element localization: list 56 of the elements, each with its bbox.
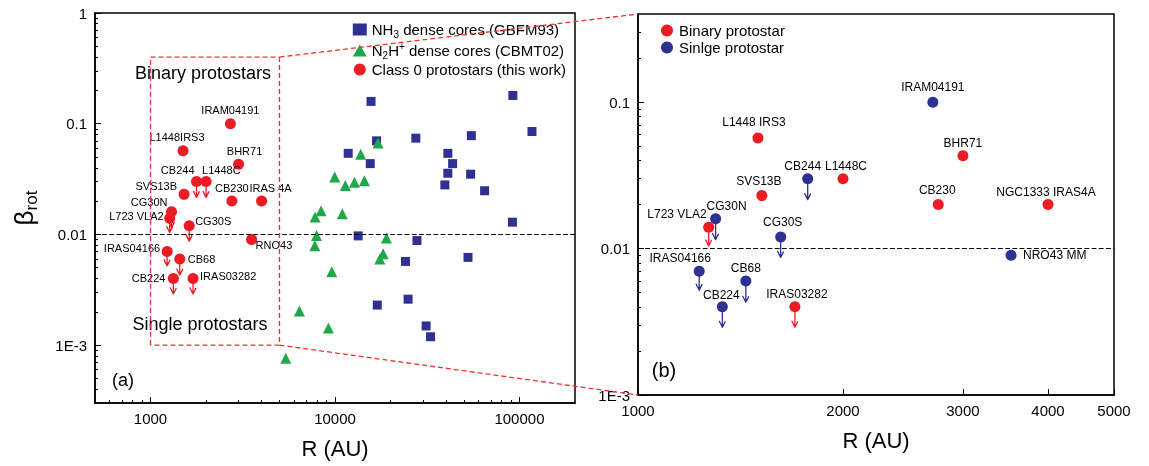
annotation: BHR71 bbox=[226, 145, 263, 158]
legend-label: Class 0 protostars (this work) bbox=[371, 61, 566, 78]
annotation: Binary protostars bbox=[134, 63, 272, 83]
annotation: CB68 bbox=[187, 252, 216, 265]
annotation: L723 VLA2 bbox=[109, 210, 164, 223]
annotation: SVS13B bbox=[135, 180, 178, 193]
annotation: CG30S bbox=[763, 214, 803, 229]
y-tick-label: 0.1 bbox=[609, 93, 630, 111]
annotation: CG30S bbox=[195, 214, 232, 227]
x-tick-label: 3000 bbox=[946, 402, 980, 419]
annotation: CB244 bbox=[784, 158, 822, 173]
annotation: SVS13B bbox=[736, 173, 782, 188]
annotation: L1448 IRS3 bbox=[722, 114, 786, 129]
annotation: CB68 bbox=[730, 261, 762, 276]
x-tick-label: 5000 bbox=[1097, 402, 1131, 419]
y-axis-title: βrot bbox=[8, 190, 41, 226]
annotation: IRAM04191 bbox=[901, 80, 965, 95]
x-tick-label: 2000 bbox=[826, 402, 860, 419]
annotation: L1448C bbox=[824, 158, 868, 173]
y-tick-label: 0.1 bbox=[66, 115, 87, 133]
annotation: L723 VLA2 bbox=[647, 207, 708, 222]
annotation: L1448C bbox=[202, 163, 241, 176]
y-tick-label: 0.01 bbox=[600, 240, 630, 258]
annotation: L1448IRS3 bbox=[149, 130, 205, 143]
annotation: Single protostars bbox=[132, 314, 268, 334]
annotation: CB224 bbox=[702, 287, 741, 302]
x-tick-label: 100000 bbox=[494, 410, 545, 427]
legend-label: Binary protostar bbox=[679, 22, 785, 39]
annotation: IRAS03282 bbox=[766, 286, 828, 301]
annotation: CB230 bbox=[215, 182, 249, 195]
annotation: NGC1333 IRAS4A bbox=[996, 184, 1096, 199]
annotation: CG30N bbox=[130, 195, 168, 208]
x-tick-label: 1000 bbox=[133, 410, 168, 427]
annotation: (b) bbox=[651, 359, 677, 381]
x-axis-title: R (AU) bbox=[301, 435, 369, 461]
y-tick-label: 1E-3 bbox=[55, 336, 87, 354]
annotation: IRAS04166 bbox=[103, 241, 161, 254]
y-tick-label: 1 bbox=[78, 4, 87, 22]
x-tick-label: 1000 bbox=[621, 402, 655, 419]
annotation: IRAS03282 bbox=[200, 270, 257, 283]
y-tick-label: 1E-3 bbox=[598, 386, 630, 404]
annotation: CG30N bbox=[706, 198, 747, 213]
annotation: CB224 bbox=[131, 272, 166, 285]
annotation: IRAM04191 bbox=[201, 103, 260, 116]
y-tick-label: 0.01 bbox=[57, 225, 87, 243]
annotation: BHR71 bbox=[943, 135, 983, 150]
x-tick-label: 10000 bbox=[314, 410, 356, 427]
annotation: RNO43 bbox=[255, 239, 293, 252]
annotation: IRAS04166 bbox=[649, 251, 712, 266]
annotation: CB244 bbox=[160, 163, 195, 176]
annotation: (a) bbox=[112, 370, 134, 390]
x-tick-label: 4000 bbox=[1031, 402, 1065, 419]
annotation: CB230 bbox=[918, 182, 956, 197]
annotation: NRO43 MM bbox=[1023, 248, 1087, 263]
legend-label: Sinlge protostar bbox=[679, 39, 785, 56]
x-axis-title: R (AU) bbox=[842, 427, 910, 453]
